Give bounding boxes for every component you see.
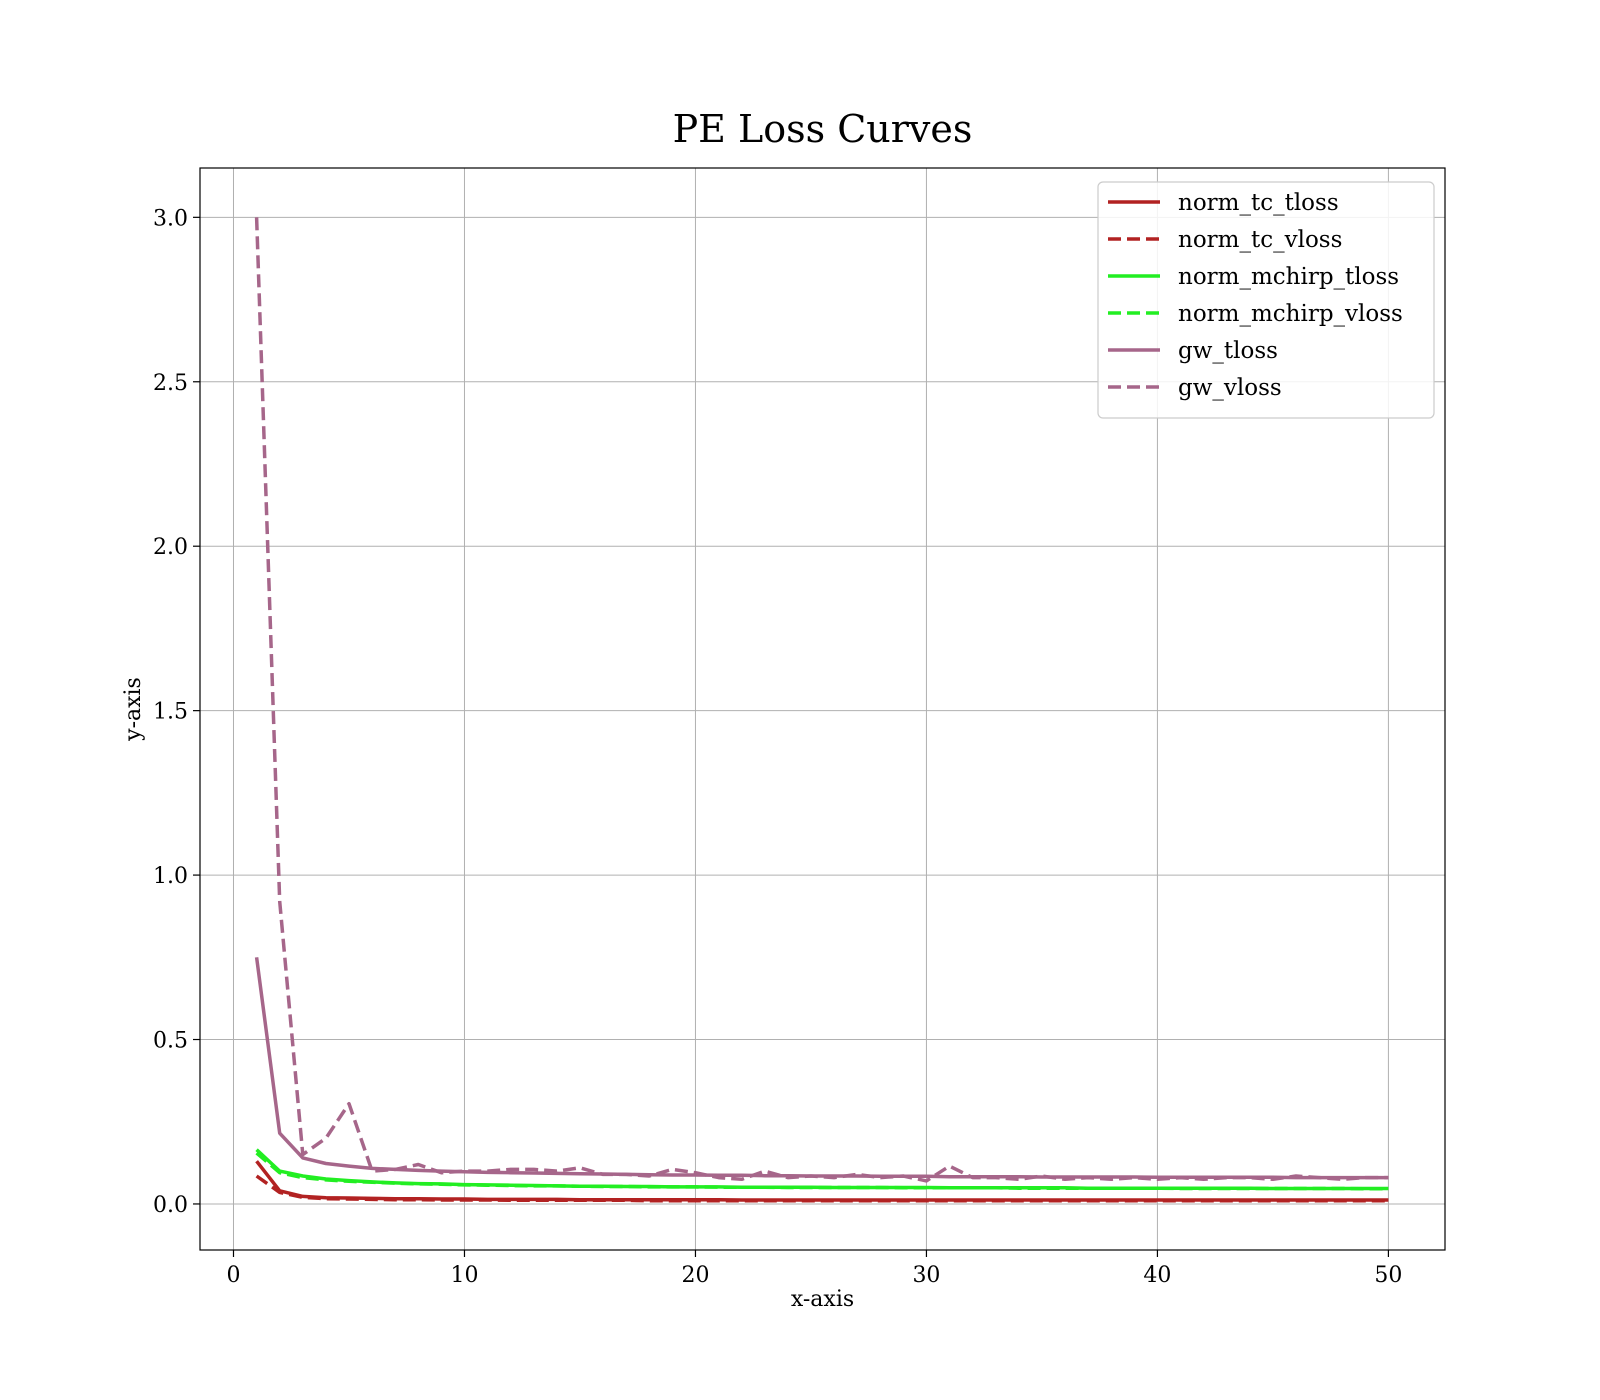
x-tick-label: 0 — [226, 1263, 240, 1288]
axis-ticks: 0 10 20 30 40 50 0.0 0.5 1.0 1.5 2.0 2.5 3.0 — [153, 206, 1402, 1288]
x-tick-label: 50 — [1374, 1263, 1402, 1288]
series-line-norm-tc-tloss — [255, 1160, 1389, 1202]
legend-label: norm_tc_vloss — [1178, 227, 1342, 253]
legend-label: norm_mchirp_vloss — [1178, 301, 1403, 327]
legend-label: norm_tc_tloss — [1178, 190, 1339, 216]
y-axis-label: y-axis — [121, 677, 146, 742]
x-tick-label: 10 — [450, 1263, 478, 1288]
y-tick-label: 0.0 — [153, 1193, 188, 1218]
y-tick-label: 0.5 — [153, 1029, 188, 1054]
series-line-gw-tloss — [254, 957, 1389, 1180]
y-tick-label: 1.0 — [153, 864, 188, 889]
x-tick-label: 30 — [912, 1263, 940, 1288]
series-line-norm-mchirp-vloss — [255, 1151, 1389, 1191]
y-tick-label: 1.5 — [153, 700, 188, 725]
x-axis-label: x-axis — [791, 1287, 854, 1312]
y-tick-label: 3.0 — [153, 206, 188, 231]
x-tick-label: 40 — [1143, 1263, 1171, 1288]
chart-title: PE Loss Curves — [673, 107, 973, 151]
legend-box — [1097, 181, 1435, 419]
legend: norm_tc_tloss norm_tc_vloss norm_mchirp_tl… — [1097, 181, 1435, 419]
y-tick-label: 2.0 — [153, 535, 188, 560]
series-line-norm-tc-vloss — [255, 1174, 1389, 1203]
y-tick-label: 2.5 — [153, 371, 188, 396]
x-tick-label: 20 — [681, 1263, 709, 1288]
legend-label: gw_tloss — [1178, 338, 1278, 364]
series-line-gw-vloss — [254, 217, 1389, 1183]
series-lines — [254, 217, 1389, 1203]
legend-label: norm_mchirp_tloss — [1178, 264, 1399, 290]
plot-frame — [199, 167, 1446, 1251]
legend-label: gw_vloss — [1178, 375, 1282, 401]
